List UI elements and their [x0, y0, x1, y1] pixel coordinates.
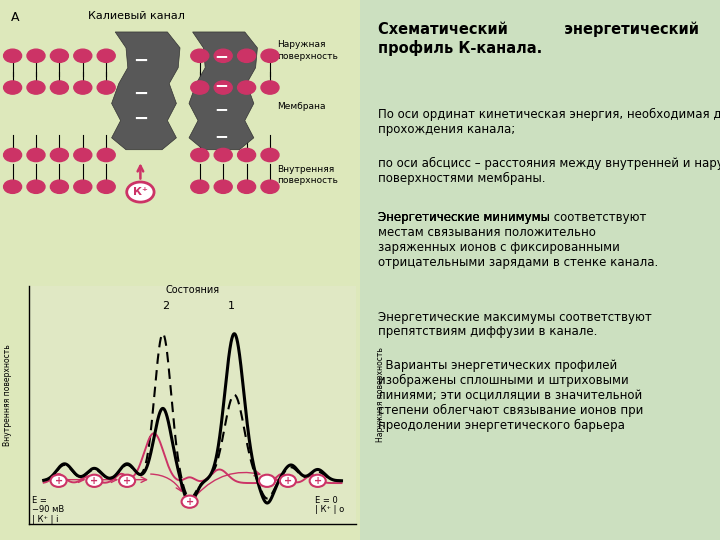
Text: +: + [284, 476, 292, 486]
Text: Е = 0: Е = 0 [315, 496, 338, 505]
Text: Внутренняя поверхность: Внутренняя поверхность [4, 344, 12, 446]
Circle shape [238, 148, 256, 161]
Text: Мембрана: Мембрана [277, 102, 325, 111]
Circle shape [27, 148, 45, 161]
Text: +: + [314, 476, 322, 486]
Circle shape [119, 475, 135, 487]
Circle shape [27, 81, 45, 94]
Text: Внутренняя
поверхность: Внутренняя поверхность [277, 165, 338, 185]
Text: К⁺: К⁺ [133, 187, 148, 197]
Circle shape [215, 180, 232, 193]
Text: | К⁺ | o: | К⁺ | o [315, 505, 344, 515]
Circle shape [238, 180, 256, 193]
Circle shape [97, 81, 115, 94]
Text: +: + [123, 476, 131, 486]
Text: −: − [132, 110, 148, 129]
Circle shape [74, 81, 92, 94]
Circle shape [215, 49, 232, 63]
Text: +: + [55, 476, 63, 486]
Circle shape [191, 49, 209, 63]
Text: Варианты энергетических профилей
изображены сплошными и штриховыми
линиями; эти : Варианты энергетических профилей изображ… [378, 359, 644, 433]
Circle shape [238, 49, 256, 63]
Circle shape [50, 475, 67, 487]
Circle shape [4, 81, 22, 94]
Circle shape [50, 180, 68, 193]
Text: по оси абсцисс – расстояния между внутренней и наружной
поверхностями мембраны.: по оси абсцисс – расстояния между внутре… [378, 157, 720, 185]
Circle shape [191, 81, 209, 94]
Circle shape [4, 180, 22, 193]
Circle shape [97, 180, 115, 193]
Circle shape [97, 49, 115, 63]
Circle shape [191, 180, 209, 193]
Text: Е =: Е = [32, 496, 47, 505]
Circle shape [261, 81, 279, 94]
Circle shape [261, 148, 279, 161]
Text: −: − [215, 76, 228, 94]
Circle shape [261, 180, 279, 193]
Circle shape [50, 49, 68, 63]
Text: Состояния: Состояния [166, 285, 220, 295]
Circle shape [74, 148, 92, 161]
Text: Схематический           энергетический
профиль К-канала.: Схематический энергетический профиль К-к… [378, 22, 699, 56]
Circle shape [4, 49, 22, 63]
Circle shape [27, 49, 45, 63]
Text: А: А [11, 11, 19, 24]
Circle shape [261, 49, 279, 63]
Circle shape [50, 148, 68, 161]
Text: +: + [186, 497, 194, 507]
Circle shape [127, 182, 154, 202]
Circle shape [50, 81, 68, 94]
Text: По оси ординат кинетическая энергия, необходимая для
прохождения канала;: По оси ординат кинетическая энергия, нео… [378, 108, 720, 136]
Text: −90 мВ: −90 мВ [32, 505, 64, 515]
Text: Энергетические минимумы: Энергетические минимумы [378, 211, 550, 224]
Circle shape [215, 148, 232, 161]
Circle shape [86, 475, 102, 487]
Text: −: − [132, 85, 148, 103]
Text: −: − [215, 100, 228, 118]
Circle shape [181, 496, 198, 508]
Circle shape [74, 49, 92, 63]
Circle shape [215, 81, 232, 94]
Text: Калиевый канал: Калиевый канал [89, 11, 185, 21]
Text: −: − [215, 47, 228, 65]
Text: +: + [90, 476, 99, 486]
Circle shape [97, 148, 115, 161]
Circle shape [310, 475, 325, 487]
FancyBboxPatch shape [360, 0, 720, 540]
Text: Энергетические минимумы соответствуют
местам связывания положительно
заряженных : Энергетические минимумы соответствуют ме… [378, 211, 658, 268]
Circle shape [74, 180, 92, 193]
Text: −: − [132, 52, 148, 70]
Circle shape [259, 475, 275, 487]
Polygon shape [112, 32, 180, 150]
Text: Наружная
поверхность: Наружная поверхность [277, 40, 338, 60]
Circle shape [4, 148, 22, 161]
Circle shape [280, 475, 296, 487]
Circle shape [238, 81, 256, 94]
Text: Наружная поверхность: Наружная поверхность [376, 347, 384, 442]
Text: 2: 2 [162, 301, 169, 311]
Circle shape [191, 148, 209, 161]
Text: −: − [215, 127, 228, 145]
Text: Энергетические минимумы: Энергетические минимумы [378, 211, 550, 224]
Text: 1: 1 [228, 301, 235, 311]
Polygon shape [189, 32, 258, 150]
Circle shape [27, 180, 45, 193]
Text: Энергетические максимумы соответствуют
препятствиям диффузии в канале.: Энергетические максимумы соответствуют п… [378, 310, 652, 339]
Text: | К⁺ | i: | К⁺ | i [32, 515, 58, 524]
